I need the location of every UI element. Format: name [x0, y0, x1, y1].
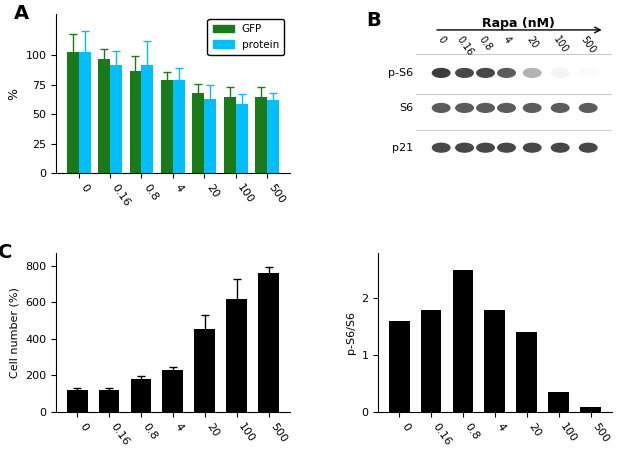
- Text: S6: S6: [399, 103, 413, 113]
- Bar: [130, 379, 151, 412]
- Bar: [98, 59, 110, 173]
- Ellipse shape: [498, 143, 515, 152]
- Legend: GFP, protein: GFP, protein: [207, 19, 285, 55]
- Bar: [267, 100, 279, 173]
- Bar: [421, 309, 441, 412]
- Text: p21: p21: [392, 143, 413, 153]
- Ellipse shape: [524, 103, 541, 112]
- Y-axis label: Cell number (%): Cell number (%): [10, 287, 20, 378]
- Bar: [161, 80, 173, 173]
- Ellipse shape: [477, 143, 494, 152]
- Bar: [99, 390, 119, 412]
- Text: A: A: [14, 5, 29, 23]
- Text: 0: 0: [436, 35, 447, 45]
- Ellipse shape: [498, 103, 515, 112]
- Ellipse shape: [432, 143, 450, 152]
- Ellipse shape: [580, 68, 597, 77]
- Ellipse shape: [524, 143, 541, 152]
- Ellipse shape: [552, 103, 569, 112]
- Ellipse shape: [580, 103, 597, 112]
- Bar: [130, 71, 142, 173]
- Bar: [142, 65, 154, 173]
- Text: 4: 4: [500, 35, 512, 45]
- Ellipse shape: [456, 68, 473, 77]
- Text: 0.16: 0.16: [454, 35, 475, 58]
- Bar: [227, 300, 247, 412]
- Ellipse shape: [580, 143, 597, 152]
- Text: 100: 100: [551, 35, 570, 56]
- Ellipse shape: [477, 103, 494, 112]
- Text: 20: 20: [525, 35, 540, 51]
- Bar: [255, 96, 267, 173]
- Ellipse shape: [524, 68, 541, 77]
- Bar: [236, 103, 248, 173]
- Text: 0.8: 0.8: [477, 35, 494, 53]
- Text: Rapa (nM): Rapa (nM): [482, 17, 555, 30]
- Bar: [110, 65, 122, 173]
- Bar: [580, 407, 601, 412]
- Y-axis label: %: %: [7, 88, 20, 100]
- Ellipse shape: [456, 103, 473, 112]
- Bar: [67, 52, 79, 173]
- Ellipse shape: [456, 143, 473, 152]
- Y-axis label: p-S6/S6: p-S6/S6: [346, 311, 356, 354]
- Bar: [258, 273, 279, 412]
- Bar: [192, 93, 204, 173]
- FancyArrowPatch shape: [437, 27, 600, 33]
- Text: 500: 500: [579, 35, 598, 56]
- Text: C: C: [0, 243, 12, 262]
- Text: p-S6: p-S6: [388, 68, 413, 78]
- Bar: [484, 309, 505, 412]
- Bar: [173, 80, 185, 173]
- Bar: [517, 332, 537, 412]
- Ellipse shape: [477, 68, 494, 77]
- Text: B: B: [366, 11, 381, 30]
- Ellipse shape: [552, 68, 569, 77]
- Bar: [162, 370, 183, 412]
- Ellipse shape: [498, 68, 515, 77]
- Bar: [223, 96, 236, 173]
- Bar: [79, 52, 90, 173]
- Ellipse shape: [432, 68, 450, 77]
- Bar: [67, 390, 87, 412]
- Bar: [194, 329, 215, 412]
- Bar: [389, 321, 409, 412]
- Bar: [548, 392, 569, 412]
- Bar: [204, 99, 216, 173]
- Bar: [452, 270, 474, 412]
- Ellipse shape: [432, 103, 450, 112]
- Ellipse shape: [552, 143, 569, 152]
